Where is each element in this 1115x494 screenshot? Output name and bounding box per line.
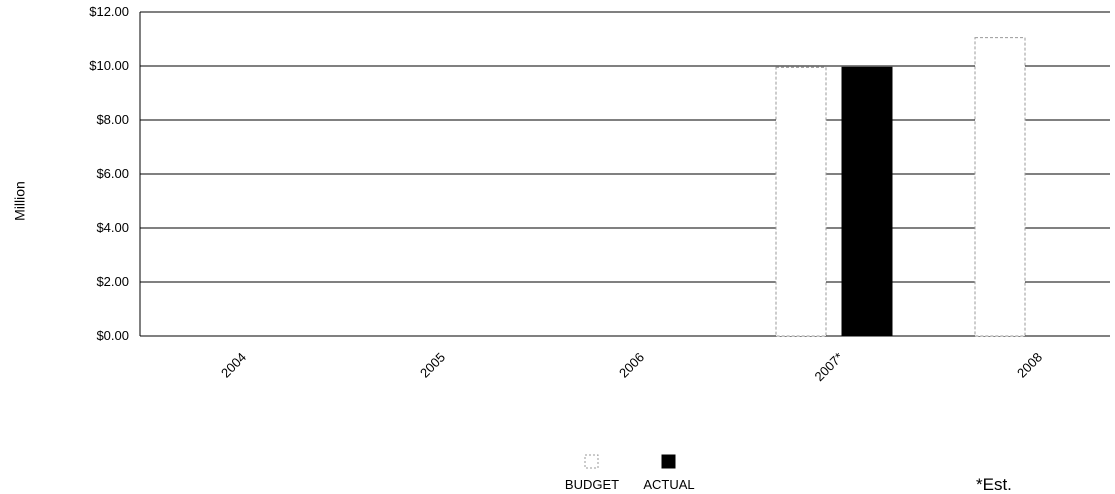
x-tick-labels: 2004 2005 2006 2007* 2008 bbox=[218, 350, 1045, 385]
y-tick-label: $8.00 bbox=[96, 112, 129, 127]
y-tick-label: $12.00 bbox=[89, 4, 129, 19]
x-tick-label: 2007* bbox=[811, 350, 846, 385]
x-tick-label: 2004 bbox=[218, 350, 249, 381]
y-axis-label: Million bbox=[12, 181, 28, 221]
bar-budget-2007 bbox=[775, 66, 827, 337]
y-tick-label: $0.00 bbox=[96, 328, 129, 343]
x-tick-label: 2006 bbox=[616, 350, 647, 381]
y-tick-label: $2.00 bbox=[96, 274, 129, 289]
y-tick-label: $6.00 bbox=[96, 166, 129, 181]
y-tick-label: $4.00 bbox=[96, 220, 129, 235]
y-tick-label: $10.00 bbox=[89, 58, 129, 73]
bar-budget-2008 bbox=[974, 37, 1026, 337]
x-tick-label: 2005 bbox=[417, 350, 448, 381]
legend-label-budget: BUDGET bbox=[565, 477, 619, 492]
footnote: *Est. bbox=[976, 475, 1012, 494]
x-tick-label: 2008 bbox=[1014, 350, 1045, 381]
legend-swatch-actual bbox=[661, 454, 676, 469]
y-tick-labels: $0.00 $2.00 $4.00 $6.00 $8.00 $10.00 $12.00 bbox=[89, 4, 129, 343]
legend: BUDGET ACTUAL bbox=[565, 454, 695, 492]
legend-label-actual: ACTUAL bbox=[643, 477, 694, 492]
bar-actual-2007 bbox=[841, 66, 893, 337]
legend-swatch-budget bbox=[584, 454, 599, 469]
bars bbox=[775, 37, 1026, 337]
gridlines bbox=[139, 11, 1110, 337]
